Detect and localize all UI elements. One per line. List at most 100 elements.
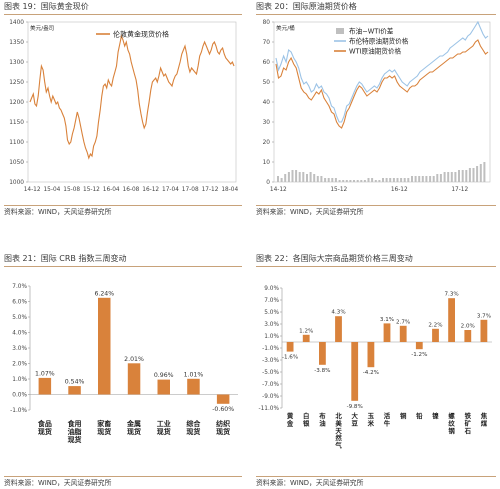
data-label: -1.6% <box>282 355 298 361</box>
bar <box>157 379 170 395</box>
y-tick-label: 1.0% <box>264 334 279 340</box>
bar <box>187 378 200 395</box>
category-label: 家畜现货 <box>97 419 111 436</box>
category-label-line: 现货 <box>186 427 200 436</box>
bar <box>351 342 359 401</box>
source-divider <box>256 205 496 206</box>
source-divider <box>4 205 242 206</box>
x-tick-label: 15-12 <box>83 187 100 193</box>
crb-index-bar-chart: -1.0% 0.0% 1.0% 2.0% 3.0% 4.0% 5.0% 6.0% 7.0% 1.0… <box>10 284 238 444</box>
category-label: 铁矿石 <box>464 411 472 435</box>
bar <box>383 323 391 342</box>
x-tick-label: 14-12 <box>270 187 287 193</box>
category-label: 食用油脂现货 <box>67 419 82 444</box>
y-tick-label: 1000 <box>9 180 24 186</box>
category-label-line: 米 <box>368 418 375 427</box>
spread-bar <box>324 178 327 182</box>
spread-bar <box>450 172 453 182</box>
figure-title: 图表 21：国际 CRB 指数三周变动 <box>4 254 127 263</box>
category-label-line: 纺织 <box>216 419 230 428</box>
category-label-line: 金 <box>286 418 294 427</box>
y-axis-unit: 美元/桶 <box>276 24 295 32</box>
brent-price-line <box>275 20 489 123</box>
y-tick-label: 2.0% <box>12 362 27 368</box>
y-tick-label: -1.0% <box>262 346 279 352</box>
spread-bar <box>316 176 319 182</box>
y-tick-label: 3.0% <box>264 322 279 328</box>
spread-bar <box>382 178 384 182</box>
title-divider <box>256 266 496 267</box>
spread-bar <box>284 174 287 182</box>
category-label-line: 油 <box>319 418 326 427</box>
category-label-line: 铁 <box>465 411 472 420</box>
y-tick-label: 6.0% <box>12 300 27 306</box>
legend-label: 布油−WTI价差 <box>349 27 394 36</box>
data-label: 4.3% <box>331 310 345 316</box>
figure-19: 图表 19：国际黄金现价 1000 1050 1100 1150 1200 1250 130… <box>4 0 242 218</box>
category-label-line: 矿 <box>465 418 472 427</box>
y-tick-label: 0.0% <box>12 393 27 399</box>
data-label: 0.54% <box>65 379 85 386</box>
oil-price-line-chart: 0 10 20 30 40 50 60 70 80 14-12 15-12 16-12 17-12 美元/… <box>263 20 491 193</box>
y-tick-label: 1250 <box>9 80 24 86</box>
data-label: 2.0% <box>461 324 475 330</box>
spread-bar <box>363 180 366 182</box>
y-tick-label: 50 <box>263 80 271 86</box>
spread-bar <box>280 178 283 182</box>
y-tick-label: 5.0% <box>264 310 279 316</box>
y-tick-label: 30 <box>263 120 271 126</box>
spread-bar <box>295 170 298 182</box>
spread-bar <box>334 178 337 182</box>
spread-bar <box>429 176 432 182</box>
y-tick-label: -5.0% <box>262 370 279 376</box>
spread-bar <box>421 176 424 182</box>
spread-bar <box>342 180 345 182</box>
category-label: 金属现货 <box>126 419 141 436</box>
data-label: 1.01% <box>184 371 204 378</box>
category-label-line: 玉 <box>368 412 375 420</box>
plot-area-border <box>27 21 237 183</box>
spread-bar <box>476 166 479 182</box>
data-label: 3.1% <box>380 317 394 323</box>
spread-bar <box>458 170 460 182</box>
figure-source: 资料来源：WIND，天风证券研究所 <box>256 208 364 216</box>
spread-bar <box>468 168 471 182</box>
figure-source: 资料来源：WIND，天风证券研究所 <box>4 479 112 487</box>
data-label: 7.3% <box>445 292 459 298</box>
bar <box>127 363 141 395</box>
y-tick-label: 70 <box>263 40 271 46</box>
category-label-line: 大 <box>351 411 358 420</box>
y-tick-label: -7.0% <box>262 382 279 388</box>
data-label: -4.2% <box>363 370 379 376</box>
spread-bar <box>472 168 475 182</box>
figure-22: 图表 22：各国际大宗商品期货价格三周变动 -11.0% -9.0% -7.0% -5… <box>256 252 496 489</box>
bar <box>98 297 111 395</box>
category-label-line: 综合 <box>186 419 201 428</box>
bar <box>319 342 326 365</box>
category-label-line: 煤 <box>481 418 488 427</box>
data-label: 3.7% <box>477 313 491 319</box>
spread-bar <box>309 172 312 182</box>
spread-bar <box>331 178 334 182</box>
y-tick-label: 20 <box>263 140 271 146</box>
spread-bar <box>327 178 330 182</box>
spread-bar <box>356 180 359 182</box>
figure-20: 图表 20：国际原油期货价格 0 10 20 30 40 50 60 70 80 14-12 15-… <box>256 0 496 218</box>
category-label-line: 活 <box>384 411 391 420</box>
spread-bar <box>385 178 388 182</box>
category-label: 大豆 <box>351 411 358 427</box>
category-label: 螺纹钢 <box>448 411 455 435</box>
spread-bar <box>338 180 341 182</box>
category-label-line: 螺 <box>448 411 455 420</box>
category-label-line: 现货 <box>97 427 111 436</box>
spread-bar <box>436 174 439 182</box>
spread-bar <box>432 176 435 182</box>
y-tick-label: 1200 <box>9 100 24 106</box>
spread-bar <box>306 174 308 182</box>
y-tick-label: -9.0% <box>262 394 279 400</box>
x-tick-label: 16-04 <box>103 187 120 193</box>
category-label: 焦煤 <box>480 411 488 427</box>
wti-price-line <box>275 39 489 129</box>
figure-source: 资料来源：WIND，天风证券研究所 <box>4 208 112 216</box>
spread-bar <box>313 174 316 182</box>
